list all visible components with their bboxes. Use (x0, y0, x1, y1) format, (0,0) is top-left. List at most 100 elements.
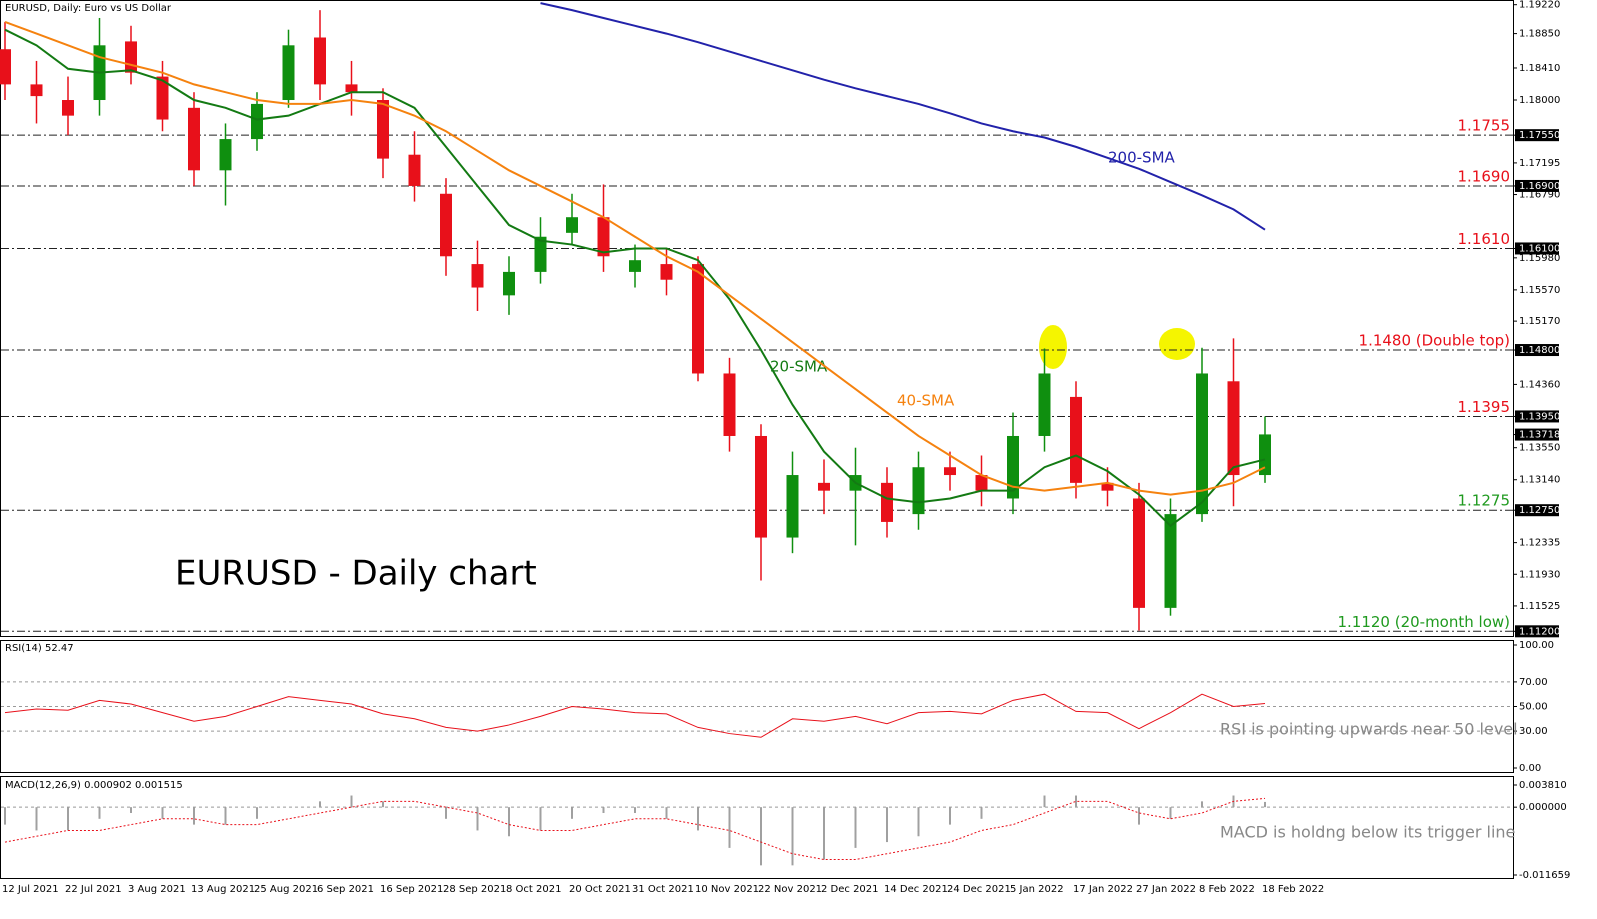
price-box (1515, 625, 1559, 638)
candle-body (251, 103, 263, 140)
line (4, 28, 1266, 528)
panel-title: MACD(12,26,9) 0.000902 0.001515 (5, 780, 183, 791)
highlight (1039, 325, 1067, 369)
y-tick-label: 1.19220 (1519, 0, 1560, 11)
line (540, 2, 1266, 231)
macd-bar (98, 807, 101, 819)
candle-body (597, 217, 610, 257)
candle-body (62, 100, 74, 116)
price-box (1515, 428, 1559, 441)
y-tick-label: 100.00 (1519, 640, 1554, 651)
panel-title: EURUSD, Daily: Euro vs US Dollar (5, 3, 172, 14)
y-tick-label: 0.00 (1519, 763, 1541, 774)
y-tick-label: 1.14360 (1519, 379, 1560, 390)
x-tick-label: 14 Dec 2021 (884, 884, 948, 895)
level-label: 1.1610 (1458, 230, 1511, 248)
macd-bar (4, 807, 6, 825)
candle-body (377, 100, 389, 159)
macd-bar (823, 807, 825, 860)
x-tick-label: 10 Nov 2021 (695, 884, 759, 895)
candle-body (0, 49, 11, 85)
y-tick-label: 1.17550 (1519, 130, 1560, 141)
candle-body (818, 482, 830, 491)
level-label: 1.1395 (1458, 398, 1511, 416)
candle-body (912, 467, 925, 515)
macd-bar (791, 807, 794, 866)
macd-bar (854, 807, 857, 848)
macd-bar (445, 807, 447, 819)
x-tick-label: 13 Aug 2021 (191, 884, 255, 895)
candle-body (786, 475, 799, 538)
macd-bar (35, 807, 38, 831)
macd-bar (571, 807, 573, 819)
y-tick-label: 1.16900 (1519, 181, 1560, 192)
macd-bar (130, 807, 132, 813)
y-tick-label: 0.000000 (1519, 802, 1567, 813)
line (4, 797, 1266, 861)
candle-body (125, 41, 137, 73)
candle-body (723, 373, 736, 436)
candle-body (188, 107, 200, 171)
price-box (1515, 344, 1559, 357)
y-tick-label: 50.00 (1519, 702, 1548, 713)
price-box (1515, 129, 1559, 142)
x-tick-label: 22 Jul 2021 (65, 884, 122, 895)
y-tick-label: 1.16790 (1519, 190, 1560, 201)
macd-bar (224, 807, 227, 825)
macd-bar (539, 807, 542, 831)
y-tick-label: 70.00 (1519, 677, 1548, 688)
y-tick-label: -0.011659 (1519, 870, 1570, 881)
annotation: RSI is pointing upwards near 50 level (1220, 720, 1518, 739)
macd-bar (1138, 807, 1140, 825)
series-label: 20-SMA (770, 358, 828, 376)
y-tick-label: 1.11200 (1519, 626, 1560, 637)
candle-body (408, 154, 421, 186)
y-tick-label: 1.12335 (1519, 538, 1560, 549)
candle-body (440, 193, 452, 257)
candle-body (503, 271, 515, 296)
macd-bar (728, 807, 731, 848)
x-tick-label: 8 Feb 2022 (1199, 884, 1255, 895)
price-box (1515, 179, 1559, 192)
line (4, 20, 1266, 496)
macd-bar (760, 807, 762, 866)
macd-bar (161, 807, 164, 819)
x-tick-label: 2 Dec 2021 (821, 884, 879, 895)
candle-body (660, 264, 673, 280)
x-tick-label: 3 Aug 2021 (128, 884, 186, 895)
y-tick-label: 1.18850 (1519, 29, 1560, 40)
x-tick-label: 22 Nov 2021 (758, 884, 822, 895)
y-tick-label: 1.13550 (1519, 443, 1560, 454)
y-tick-label: 1.13718 (1519, 430, 1560, 441)
macd-bar (476, 807, 479, 831)
highlight (1159, 328, 1195, 360)
candle-body (534, 236, 547, 272)
macd-bar (350, 795, 353, 808)
candle-body (629, 260, 641, 272)
macd-bar (1043, 795, 1046, 808)
x-tick-label: 18 Feb 2022 (1262, 884, 1324, 895)
candle-body (755, 435, 767, 538)
annotation: MACD is holdng below its trigger line (1220, 823, 1515, 842)
y-tick-label: 0.003810 (1519, 780, 1567, 791)
candle-body (1164, 514, 1177, 608)
price-box (1515, 504, 1559, 517)
macd-bar (508, 807, 510, 837)
y-tick-label: 1.15980 (1519, 253, 1560, 264)
candle-body (1133, 498, 1145, 608)
x-tick-label: 8 Oct 2021 (506, 884, 561, 895)
candle-body (692, 264, 704, 374)
y-tick-label: 1.15170 (1519, 316, 1560, 327)
candle-body (219, 139, 232, 171)
candle-body (975, 475, 988, 491)
macd-bar (193, 807, 195, 825)
macd-bar (1169, 807, 1172, 819)
macd-bar (949, 807, 951, 825)
candle-body (1070, 396, 1082, 483)
macd-panel (0, 776, 1514, 879)
x-tick-label: 20 Oct 2021 (569, 884, 631, 895)
x-tick-label: 6 Sep 2021 (317, 884, 374, 895)
annotation: EURUSD - Daily chart (175, 554, 537, 594)
x-tick-label: 27 Jan 2022 (1136, 884, 1196, 895)
